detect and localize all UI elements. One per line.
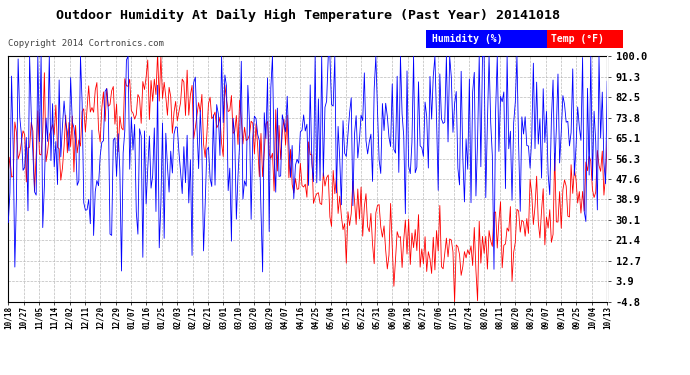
Text: Temp (°F): Temp (°F) bbox=[551, 34, 604, 44]
Text: Copyright 2014 Cortronics.com: Copyright 2014 Cortronics.com bbox=[8, 39, 164, 48]
Text: Outdoor Humidity At Daily High Temperature (Past Year) 20141018: Outdoor Humidity At Daily High Temperatu… bbox=[56, 9, 560, 22]
Text: Humidity (%): Humidity (%) bbox=[433, 34, 503, 44]
